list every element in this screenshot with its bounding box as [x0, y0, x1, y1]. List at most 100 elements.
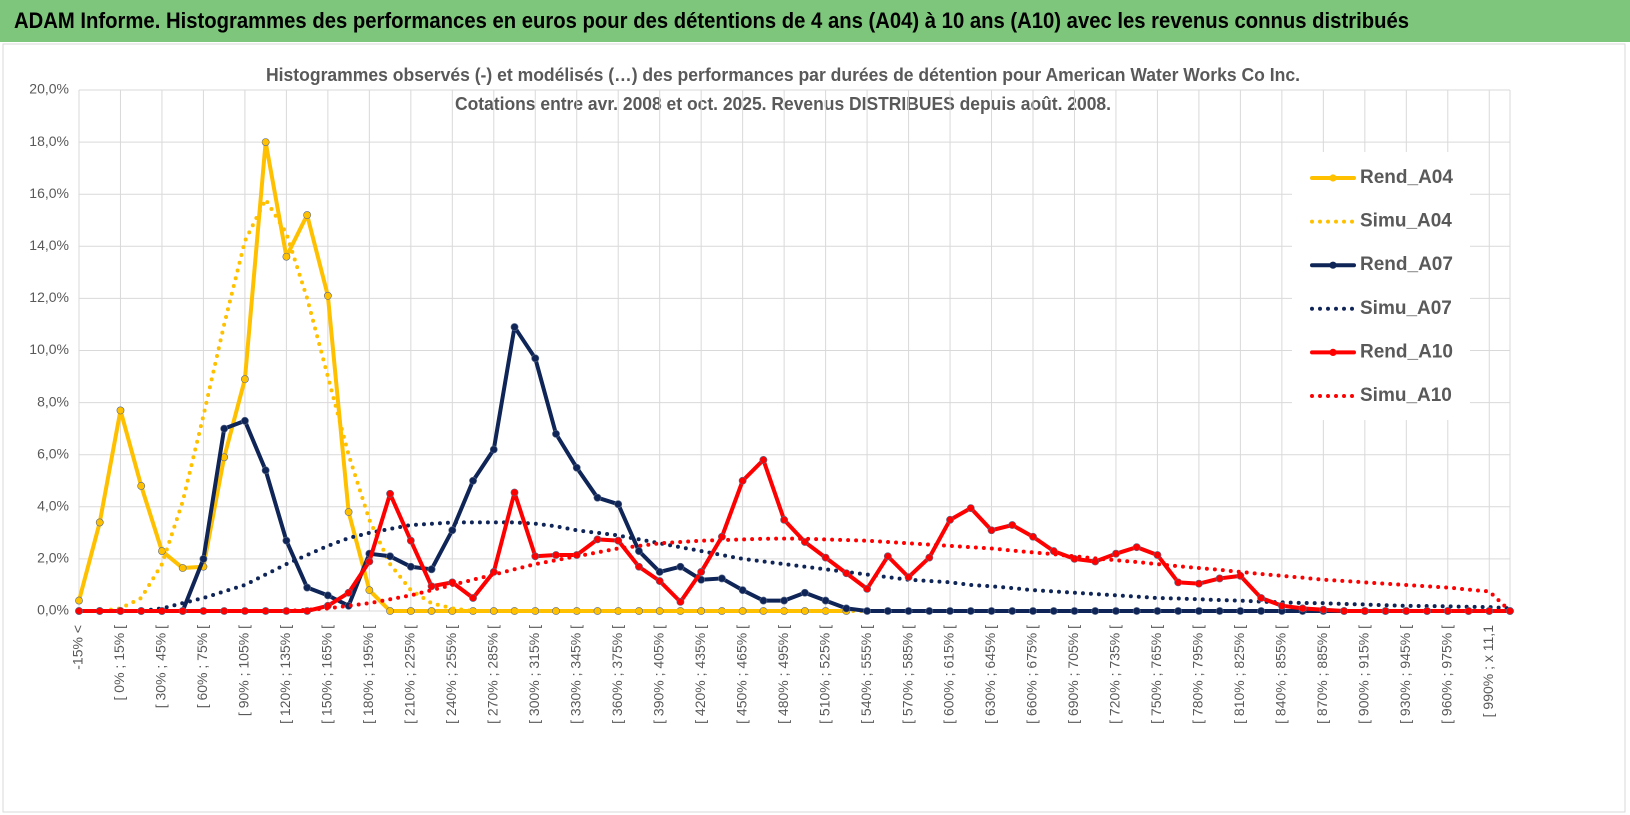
- point: [593, 535, 602, 544]
- point: [842, 569, 851, 578]
- point: [1153, 551, 1162, 559]
- point: [1506, 607, 1514, 615]
- legend-marker: [1329, 348, 1337, 356]
- point: [1215, 607, 1224, 615]
- x-tick-label: [ 240% ; 255% [: [443, 625, 459, 724]
- point: [282, 536, 291, 545]
- x-tick-label: [ 810% ; 825% [: [1231, 625, 1247, 724]
- x-tick-label: [ 570% ; 585% [: [899, 625, 915, 724]
- point: [614, 500, 623, 509]
- point: [1381, 607, 1390, 615]
- point: [531, 552, 540, 561]
- point: [780, 515, 789, 524]
- point: [1236, 607, 1245, 615]
- point: [261, 466, 270, 475]
- point: [303, 211, 312, 219]
- point: [323, 591, 332, 600]
- point: [1257, 594, 1266, 602]
- point: [489, 445, 498, 454]
- point: [1423, 607, 1431, 615]
- point: [220, 424, 229, 433]
- point: [925, 607, 934, 615]
- point: [531, 354, 540, 363]
- point: [427, 582, 436, 591]
- point: [1298, 604, 1307, 613]
- point: [137, 482, 146, 490]
- x-tick-label: [ 690% ; 705% [: [1065, 625, 1081, 724]
- point: [676, 597, 685, 606]
- point: [718, 574, 726, 583]
- point: [406, 536, 415, 545]
- x-tick-label: [ 540% ; 555% [: [858, 625, 874, 724]
- x-tick-label: [ 330% ; 345% [: [567, 625, 583, 724]
- legend: Rend_A04 Simu_A04 Rend_A07 Simu_A07 Rend_A10…: [1292, 152, 1470, 420]
- point: [427, 565, 436, 574]
- point: [842, 604, 851, 613]
- point: [1008, 521, 1017, 529]
- point: [759, 456, 768, 464]
- y-tick-label: 0,0%: [37, 602, 69, 618]
- y-tick-label: 20,0%: [29, 81, 69, 97]
- point: [469, 476, 477, 485]
- legend-label: Rend_A04: [1360, 167, 1453, 188]
- x-tick-label: [ 660% ; 675% [: [1024, 625, 1040, 724]
- header-title: ADAM Informe. Histogrammes des performan…: [14, 8, 1409, 33]
- x-tick-label: [ 900% ; 915% [: [1356, 625, 1372, 724]
- y-tick-label: 16,0%: [29, 185, 69, 201]
- legend-marker: [1329, 261, 1337, 269]
- grid: 0,0% 2,0% 4,0% 6,0% 8,0% 10,0% 12,0% 14,0% 16,0%…: [29, 81, 1511, 724]
- point: [552, 551, 560, 559]
- x-tick-label: [ 30% ; 45% [: [153, 625, 169, 708]
- x-tick-label: [ 420% ; 435% [: [692, 625, 708, 724]
- point: [1029, 607, 1037, 615]
- point: [469, 594, 477, 602]
- x-tick-label: [ 870% ; 885% [: [1314, 625, 1330, 724]
- x-tick-label: [ 90% ; 105% [: [236, 625, 252, 716]
- point: [386, 552, 394, 561]
- point: [904, 573, 913, 582]
- point: [344, 508, 353, 516]
- point: [946, 515, 954, 524]
- point: [635, 562, 643, 571]
- point: [365, 557, 374, 566]
- x-tick-label: [ 270% ; 285% [: [484, 625, 500, 724]
- point: [448, 526, 457, 535]
- x-tick-label: [ 180% ; 195% [: [360, 625, 376, 724]
- x-tick-label: [ 720% ; 735% [: [1107, 625, 1123, 724]
- point: [1215, 574, 1224, 583]
- x-tick-label: [ 930% ; 945% [: [1397, 625, 1413, 724]
- chart-border: [2, 43, 1626, 813]
- point: [1195, 607, 1203, 615]
- point: [365, 586, 374, 595]
- point: [1340, 607, 1348, 615]
- point: [510, 488, 519, 497]
- header-bar: [0, 0, 1630, 42]
- point: [800, 588, 809, 597]
- point: [1029, 532, 1037, 541]
- x-tick-label: [ 780% ; 795% [: [1190, 625, 1206, 724]
- x-tick-label: [ 210% ; 225% [: [402, 625, 418, 724]
- point: [1091, 607, 1100, 615]
- point: [635, 547, 643, 555]
- point: [406, 607, 415, 615]
- y-tick-label: 2,0%: [37, 550, 69, 566]
- x-tick-label: [ 840% ; 855% [: [1273, 625, 1289, 724]
- point: [987, 607, 996, 615]
- point: [863, 607, 871, 615]
- point: [158, 547, 166, 555]
- point: [344, 588, 353, 597]
- point: [510, 323, 519, 331]
- point: [1319, 605, 1328, 614]
- x-tick-label: [ 120% ; 135% [: [277, 625, 293, 724]
- point: [241, 416, 249, 425]
- x-tick-label: [ 480% ; 495% [: [775, 625, 791, 724]
- x-tick-label: [ 630% ; 645% [: [982, 625, 998, 724]
- observed-line: [77, 325, 1512, 613]
- point: [883, 552, 892, 561]
- legend-box: [1292, 152, 1470, 420]
- x-tick-label: [ 390% ; 405% [: [650, 625, 666, 724]
- point: [1008, 607, 1017, 615]
- point: [406, 562, 415, 571]
- point: [1464, 607, 1473, 615]
